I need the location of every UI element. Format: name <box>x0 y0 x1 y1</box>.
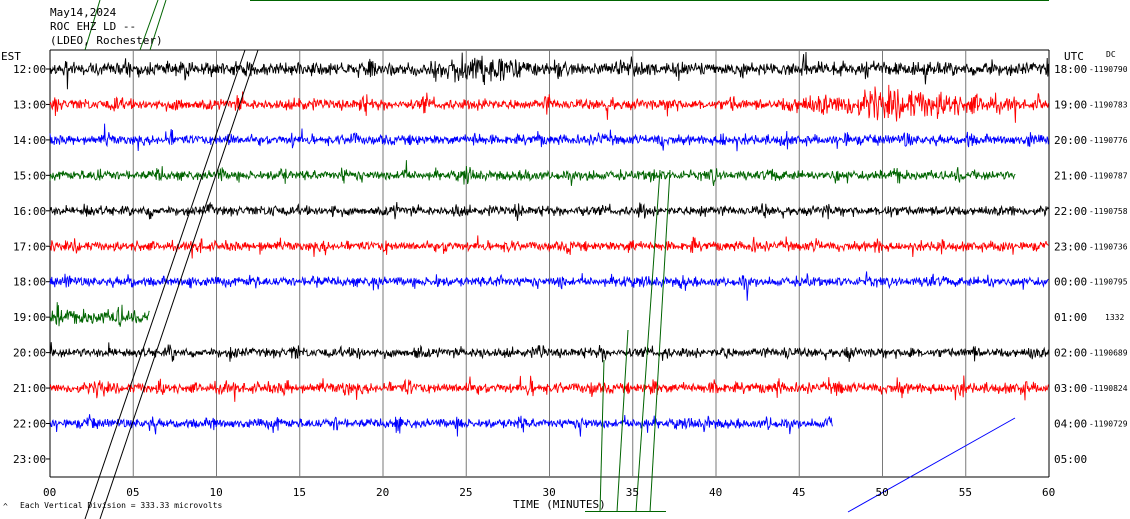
trace-row-1200 <box>49 51 1049 90</box>
trace-row-1600 <box>49 201 1049 221</box>
glitch-line-1 <box>99 49 259 519</box>
x-tick-label: 25 <box>459 486 472 499</box>
utc-label: 23:00 <box>1054 240 1087 253</box>
trace-row-1400 <box>49 123 1049 152</box>
left-axis-label: EST <box>1 50 21 63</box>
trace-row-1700 <box>49 235 1049 259</box>
est-label: 19:00 <box>13 311 46 324</box>
est-label: 15:00 <box>13 169 46 182</box>
utc-label: 19:00 <box>1054 98 1087 111</box>
chart-grid <box>46 49 1050 478</box>
footer-note: Each Vertical Division = 333.33 microvol… <box>20 501 222 510</box>
trace-row-1500 <box>49 160 1016 186</box>
est-label: 13:00 <box>13 98 46 111</box>
utc-label: 21:00 <box>1054 169 1087 182</box>
dc-label: DC <box>1106 50 1116 59</box>
trace-row-1300 <box>49 84 1049 123</box>
x-tick-labels: 00 05 10 15 20 25 30 35 40 45 50 55 60 <box>43 486 1055 499</box>
x-tick-label: 30 <box>543 486 556 499</box>
utc-label: 04:00 <box>1054 418 1087 431</box>
glitch-line-3 <box>139 0 159 51</box>
dc-value: -1190729 <box>1089 420 1128 429</box>
utc-label: 20:00 <box>1054 134 1087 147</box>
dc-value: -1190689 <box>1089 349 1128 358</box>
seismic-traces <box>49 51 1049 437</box>
trace-row-2200 <box>49 414 833 437</box>
utc-label: 18:00 <box>1054 63 1087 76</box>
header-network: (LDEO, Rochester) <box>50 34 163 47</box>
dc-value: -1190736 <box>1089 242 1128 251</box>
est-label: 17:00 <box>13 240 46 253</box>
glitch-line-8 <box>649 169 671 513</box>
x-tick-label: 55 <box>959 486 972 499</box>
x-axis-title: TIME (MINUTES) <box>513 498 606 511</box>
dc-value: -1190795 <box>1089 278 1128 287</box>
dc-value: -1190787 <box>1089 171 1128 180</box>
utc-label: 01:00 <box>1054 311 1087 324</box>
trace-row-2100 <box>49 375 1049 402</box>
header-station: ROC EHZ LD -- <box>50 20 136 33</box>
x-tick-label: 20 <box>376 486 389 499</box>
header-date: May14,2024 <box>50 6 117 19</box>
utc-label: 22:00 <box>1054 205 1087 218</box>
est-label: 18:00 <box>13 276 46 289</box>
dc-value: -1190758 <box>1089 207 1128 216</box>
glitch-line-9 <box>847 417 1016 513</box>
dc-value: -1190790 <box>1089 65 1128 74</box>
trace-row-1800 <box>49 271 1049 301</box>
x-tick-label: 40 <box>709 486 722 499</box>
dc-value: -1190783 <box>1089 100 1128 109</box>
est-label: 12:00 <box>13 63 46 76</box>
x-tick-label: 15 <box>293 486 306 499</box>
x-tick-label: 35 <box>626 486 639 499</box>
est-label: 16:00 <box>13 205 46 218</box>
est-label: 22:00 <box>13 418 46 431</box>
utc-label: 03:00 <box>1054 382 1087 395</box>
x-tick-label: 60 <box>1042 486 1055 499</box>
dc-value: 1332 <box>1105 313 1124 322</box>
est-label: 14:00 <box>13 134 46 147</box>
footer-marker: ^ <box>3 502 8 511</box>
right-axis-label: UTC <box>1064 50 1084 63</box>
glitch-lines <box>84 0 1049 519</box>
glitch-line-2 <box>84 0 101 51</box>
x-tick-label: 00 <box>43 486 56 499</box>
glitch-line-5 <box>599 359 605 513</box>
x-tick-label: 45 <box>792 486 805 499</box>
est-label: 20:00 <box>13 347 46 360</box>
glitch-line-0 <box>84 49 246 519</box>
est-label: 21:00 <box>13 382 46 395</box>
trace-row-1900 <box>49 302 150 327</box>
utc-label: 05:00 <box>1054 453 1087 466</box>
x-tick-label: 05 <box>126 486 139 499</box>
dc-value: -1190824 <box>1089 384 1128 393</box>
glitch-line-7 <box>635 169 661 513</box>
x-tick-label: 10 <box>210 486 223 499</box>
est-label: 23:00 <box>13 453 46 466</box>
utc-label: 00:00 <box>1054 276 1087 289</box>
dc-value: -1190776 <box>1089 136 1128 145</box>
x-tick-label: 50 <box>876 486 889 499</box>
glitch-line-6 <box>616 329 629 513</box>
glitch-line-4 <box>149 0 167 51</box>
trace-row-2000 <box>49 342 1049 363</box>
utc-label: 02:00 <box>1054 347 1087 360</box>
